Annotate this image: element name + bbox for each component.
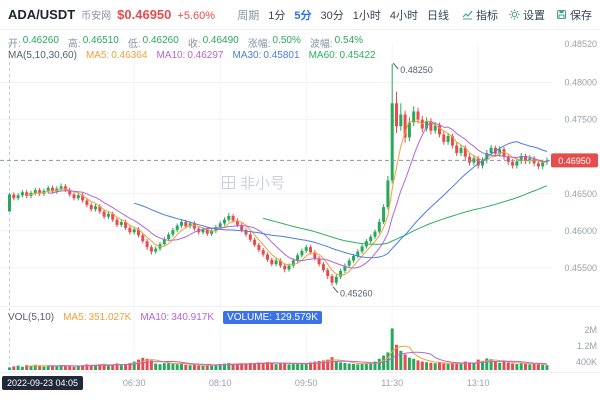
indicators-button[interactable]: 指标 <box>462 7 498 23</box>
svg-text:400K: 400K <box>576 357 597 367</box>
save-button-label: 保存 <box>570 9 592 22</box>
svg-text:0.48000: 0.48000 <box>564 78 597 88</box>
save-button[interactable]: 保存 <box>556 7 592 23</box>
period-4hour[interactable]: 4小时 <box>389 9 418 22</box>
indicators-button-label: 指标 <box>476 9 498 22</box>
period-1hour[interactable]: 1小时 <box>352 9 381 22</box>
chart-area[interactable]: 06:30 08:10 09:50 11:30 13:10 0.48520 0.48000 0… <box>0 30 600 400</box>
svg-text:1.2M: 1.2M <box>577 341 597 351</box>
price-change: +5.60% <box>177 10 216 22</box>
crosshair-timestamp: 2022-09-23 04:05 <box>2 376 84 390</box>
svg-text:0.48250: 0.48250 <box>400 65 433 75</box>
svg-text:0.46000: 0.46000 <box>564 226 597 236</box>
symbol-group: ADA/USDT 币安网 $0.46950 +5.60% <box>8 7 215 22</box>
period-1min[interactable]: 1分 <box>268 9 286 22</box>
svg-text:0.45260: 0.45260 <box>340 289 373 299</box>
svg-text:06:30: 06:30 <box>123 378 146 388</box>
settings-button[interactable]: 设置 <box>509 7 545 23</box>
svg-text:13:10: 13:10 <box>467 378 490 388</box>
header-bar: ADA/USDT 币安网 $0.46950 +5.60% 周期 1分 5分 30… <box>0 0 600 30</box>
period-5min[interactable]: 5分 <box>294 9 312 22</box>
symbol-title: ADA/USDT <box>8 7 76 22</box>
settings-button-label: 设置 <box>523 9 545 22</box>
period-selector: 周期 1分 5分 30分 1小时 4小时 日线 <box>237 7 449 23</box>
save-icon <box>556 9 567 20</box>
svg-text:09:50: 09:50 <box>295 378 318 388</box>
period-label: 周期 <box>237 9 260 22</box>
period-30min[interactable]: 30分 <box>320 9 344 22</box>
svg-text:11:30: 11:30 <box>381 378 403 388</box>
indicator-chart-icon <box>462 9 473 20</box>
svg-text:08:10: 08:10 <box>209 378 232 388</box>
current-price: $0.46950 <box>117 7 172 22</box>
svg-text:0.46500: 0.46500 <box>564 189 597 199</box>
gear-icon <box>509 9 520 20</box>
exchange-label[interactable]: 币安网 <box>81 11 112 22</box>
candlestick-chart[interactable]: 06:30 08:10 09:50 11:30 13:10 0.48520 0.48000 0… <box>0 30 600 400</box>
toolbar: 指标 设置 保存 <box>462 7 592 23</box>
svg-text:0.48520: 0.48520 <box>564 39 597 49</box>
svg-text:0.47500: 0.47500 <box>564 115 597 125</box>
svg-text:0.45500: 0.45500 <box>564 263 597 273</box>
svg-text:0.46950: 0.46950 <box>558 156 591 166</box>
svg-text:2M: 2M <box>584 325 597 335</box>
period-daily[interactable]: 日线 <box>427 9 449 22</box>
